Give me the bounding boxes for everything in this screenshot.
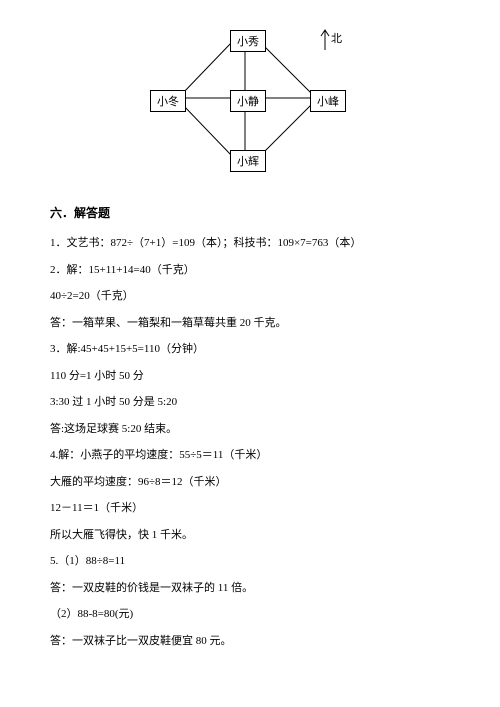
- node-top: 小秀: [230, 30, 266, 52]
- answer-line: 110 分=1 小时 50 分: [50, 368, 450, 385]
- answer-line: 12－11＝1（千米）: [50, 500, 450, 517]
- answer-line: 答：一双袜子比一双皮鞋便宜 80 元。: [50, 633, 450, 650]
- answer-line: 答:这场足球赛 5:20 结束。: [50, 421, 450, 438]
- north-label: 北: [331, 30, 342, 46]
- answer-line: 5.（1）88÷8=11: [50, 553, 450, 570]
- answer-line: 3．解:45+45+15+5=110（分钟）: [50, 341, 450, 358]
- answer-line: （2）88-8=80(元): [50, 606, 450, 623]
- network-diagram: 小秀 小冬 小静 小峰 小辉 北: [140, 20, 360, 180]
- answer-line: 3:30 过 1 小时 50 分是 5:20: [50, 394, 450, 411]
- node-bottom: 小辉: [230, 150, 266, 172]
- answer-line: 2．解：15+11+14=40（千克）: [50, 262, 450, 279]
- node-right: 小峰: [310, 90, 346, 112]
- section-title: 六．解答题: [50, 204, 450, 221]
- diagram-container: 小秀 小冬 小静 小峰 小辉 北: [50, 20, 450, 180]
- answer-line: 答：一箱苹果、一箱梨和一箱草莓共重 20 千克。: [50, 315, 450, 332]
- answer-line: 答：一双皮鞋的价钱是一双袜子的 11 倍。: [50, 580, 450, 597]
- answer-lines: 1．文艺书：872÷（7+1）=109（本）；科技书：109×7=763（本） 2…: [50, 235, 450, 649]
- node-left: 小冬: [150, 90, 186, 112]
- answer-line: 所以大雁飞得快，快 1 千米。: [50, 527, 450, 544]
- node-center: 小静: [230, 90, 266, 112]
- answer-line: 大雁的平均速度：96÷8＝12（千米）: [50, 474, 450, 491]
- answer-line: 1．文艺书：872÷（7+1）=109（本）；科技书：109×7=763（本）: [50, 235, 450, 252]
- answer-line: 40÷2=20（千克）: [50, 288, 450, 305]
- answer-line: 4.解：小燕子的平均速度：55÷5＝11（千米）: [50, 447, 450, 464]
